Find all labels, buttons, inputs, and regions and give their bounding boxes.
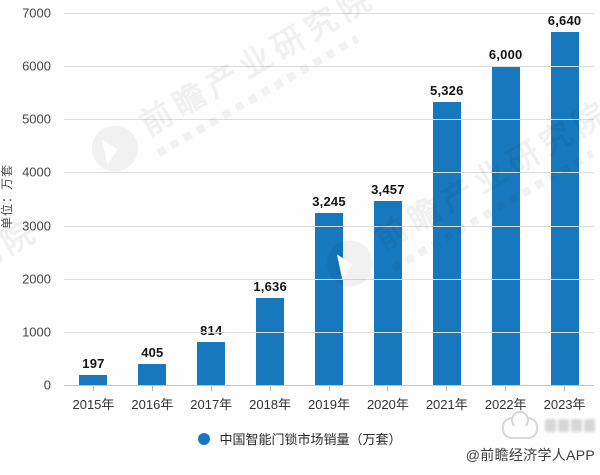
x-axis-label: 2018年 xyxy=(249,397,292,412)
bar-column: 405 xyxy=(123,344,182,385)
bar-value-label: 6,000 xyxy=(488,47,523,63)
gridline xyxy=(64,172,594,174)
bar xyxy=(256,298,285,385)
legend: 中国智能门锁市场销量（万套） xyxy=(0,429,600,448)
bar-value-label: 3,457 xyxy=(371,182,405,198)
bar-column: 5,326 xyxy=(417,83,476,385)
gridline xyxy=(64,278,594,280)
y-axis-tick-label: 5000 xyxy=(22,111,51,127)
bar xyxy=(79,374,108,385)
bar-value-label: 405 xyxy=(141,344,164,360)
bar-column: 6,000 xyxy=(476,47,535,385)
x-axis-tick xyxy=(151,386,153,391)
y-axis-tick-label: 3000 xyxy=(22,218,51,234)
y-axis: 7000 6000 5000 4000 3000 2000 1000 0 xyxy=(0,6,58,393)
bar-series: 197 405 814 1,636 3,245 3,457 5,326 6,000 6,640 xyxy=(64,13,594,385)
bar-column: 1,636 xyxy=(241,279,300,385)
x-axis-label: 2015年 xyxy=(72,397,115,412)
x-axis-cell: 2023年 xyxy=(535,386,594,413)
bar xyxy=(373,201,402,385)
x-axis-cell: 2021年 xyxy=(417,386,476,413)
y-axis-tick-label: 6000 xyxy=(22,58,51,74)
bar-column: 197 xyxy=(64,355,123,385)
x-axis-label: 2023年 xyxy=(543,397,586,412)
bar-column: 6,640 xyxy=(535,13,594,385)
cloud-logo-icon xyxy=(502,411,538,439)
bar-value-label: 5,326 xyxy=(430,83,464,98)
plot-area: 197 405 814 1,636 3,245 3,457 5,326 6,000 6,640 xyxy=(64,13,594,386)
bar xyxy=(432,102,461,385)
x-axis-label: 2017年 xyxy=(190,397,233,412)
x-axis-tick xyxy=(210,386,212,391)
bar-column: 3,457 xyxy=(358,182,417,385)
x-axis-tick xyxy=(269,386,271,391)
bar-value-label: 6,640 xyxy=(547,13,582,29)
bar-value-label: 814 xyxy=(200,322,223,338)
app-watermark-logo xyxy=(502,411,595,443)
footer-attribution: @前瞻经济学人APP xyxy=(465,411,595,465)
x-axis-cell: 2016年 xyxy=(123,386,182,413)
gridline xyxy=(64,13,594,14)
legend-marker-dot xyxy=(198,432,211,445)
x-axis-tick xyxy=(446,386,448,391)
y-axis-tick-label: 1000 xyxy=(22,324,51,340)
x-axis-tick xyxy=(328,386,330,391)
x-axis-label: 2022年 xyxy=(484,397,527,412)
x-axis-label: 2021年 xyxy=(425,397,468,412)
x-axis-tick xyxy=(387,386,389,391)
x-axis-cell: 2018年 xyxy=(241,386,300,413)
app-logo-blurred-text xyxy=(543,419,595,437)
y-axis-tick-label: 7000 xyxy=(22,5,51,21)
y-axis-tick-label: 2000 xyxy=(22,271,51,287)
bar-value-label: 197 xyxy=(82,355,105,371)
source-credit: @前瞻经济学人APP xyxy=(465,447,595,463)
x-axis-cell: 2022年 xyxy=(476,386,535,413)
y-axis-tick-label: 0 xyxy=(43,377,51,393)
x-axis-cell: 2015年 xyxy=(64,386,123,413)
legend-label: 中国智能门锁市场销量（万套） xyxy=(219,432,402,447)
x-axis-cell: 2019年 xyxy=(300,386,359,413)
bar xyxy=(197,341,226,385)
y-axis-tick-label: 4000 xyxy=(22,164,51,180)
gridline xyxy=(64,119,594,121)
x-axis-tick xyxy=(505,386,507,391)
gridline xyxy=(64,66,594,68)
bar xyxy=(315,212,343,385)
x-axis-cell: 2017年 xyxy=(182,386,241,413)
x-axis-label: 2019年 xyxy=(308,397,350,412)
bar-value-label: 1,636 xyxy=(253,279,287,295)
x-axis-label: 2016年 xyxy=(131,397,174,412)
bar xyxy=(550,32,579,385)
bar xyxy=(138,363,167,385)
gridline xyxy=(64,225,594,227)
bar-column: 3,245 xyxy=(300,194,359,385)
x-axis-tick xyxy=(92,386,94,391)
bar-value-label: 3,245 xyxy=(312,193,346,209)
gridline xyxy=(64,331,594,333)
x-axis-tick xyxy=(564,386,566,391)
x-axis-label: 2020年 xyxy=(366,397,409,412)
x-axis: 2015年 2016年 2017年 2018年 2019年 2020年 2021年 2022年… xyxy=(64,386,594,413)
bar-column: 814 xyxy=(182,323,241,385)
x-axis-cell: 2020年 xyxy=(358,386,417,413)
